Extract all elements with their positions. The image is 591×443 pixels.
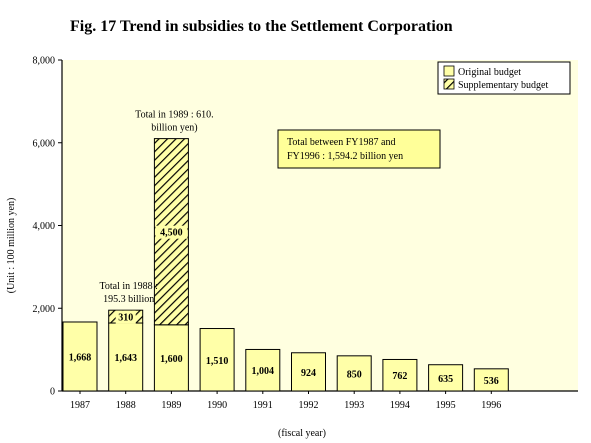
total-note-box [277,129,441,169]
bar-label-bg [64,350,96,364]
y-tick-label: 6,000 [33,138,56,149]
legend-swatch [443,78,455,90]
y-axis-label: (Unit : 100 million yen) [6,198,17,294]
x-tick-label: 1996 [481,400,501,411]
bar-label-bg [298,365,319,379]
bar-value-label: 310 [118,313,133,324]
y-tick-label: 0 [50,387,55,398]
x-tick-label: 1989 [161,400,181,411]
x-tick-label: 1993 [344,400,364,411]
bar-label-bg [435,371,456,385]
total-note-text: FY1996 : 1,594.2 billion yen [287,151,403,162]
total-note-text: Total between FY1987 and [287,137,395,148]
legend-entry: Supplementary budget [458,80,548,91]
legend-entry: Original budget [458,67,521,78]
bar-label-bg [155,351,188,365]
bar-label-bg [246,364,279,378]
bar-value-label: 850 [347,369,362,380]
y-tick-label: 4,000 [33,221,56,232]
bar-label-bg [155,225,188,239]
legend-swatch [443,65,455,77]
bar-value-label: 4,500 [160,228,183,239]
x-tick-label: 1990 [207,400,227,411]
x-tick-label: 1987 [70,400,90,411]
bar-label-bg [109,351,142,365]
bar-annotation: Total in 1988 : [99,281,157,292]
bar-label-bg [201,353,234,367]
bar-value-label: 1,004 [252,366,275,377]
chart-title: Fig. 17 Trend in subsidies to the Settle… [70,18,453,35]
x-tick-label: 1994 [390,400,410,411]
bar-value-label: 635 [438,374,453,385]
bar-value-label: 1,643 [114,353,137,364]
bar-label-bg [115,310,136,324]
y-tick-label: 2,000 [33,304,56,315]
bar-value-label: 1,668 [69,352,92,363]
bar-label-bg [389,369,410,383]
bar-value-label: 762 [392,371,407,382]
y-tick-label: 8,000 [33,56,56,67]
bar-value-label: 924 [301,368,316,379]
bar-label-bg [344,367,365,381]
bar-label-bg [481,373,502,387]
bar-value-label: 536 [484,376,499,387]
x-tick-label: 1992 [299,400,319,411]
bar-annotation: Total in 1989 : 610. [135,110,213,121]
bar-value-label: 1,600 [160,354,183,365]
x-tick-label: 1988 [116,400,136,411]
bar-annotation: 195.3 billion [103,294,154,305]
bar-value-label: 1,510 [206,356,229,367]
x-axis-label: (fiscal year) [278,428,326,439]
x-tick-label: 1991 [253,400,273,411]
plot-area [62,60,578,391]
bar-annotation: billion yen) [151,123,197,134]
x-tick-label: 1995 [436,400,456,411]
legend [437,61,571,95]
